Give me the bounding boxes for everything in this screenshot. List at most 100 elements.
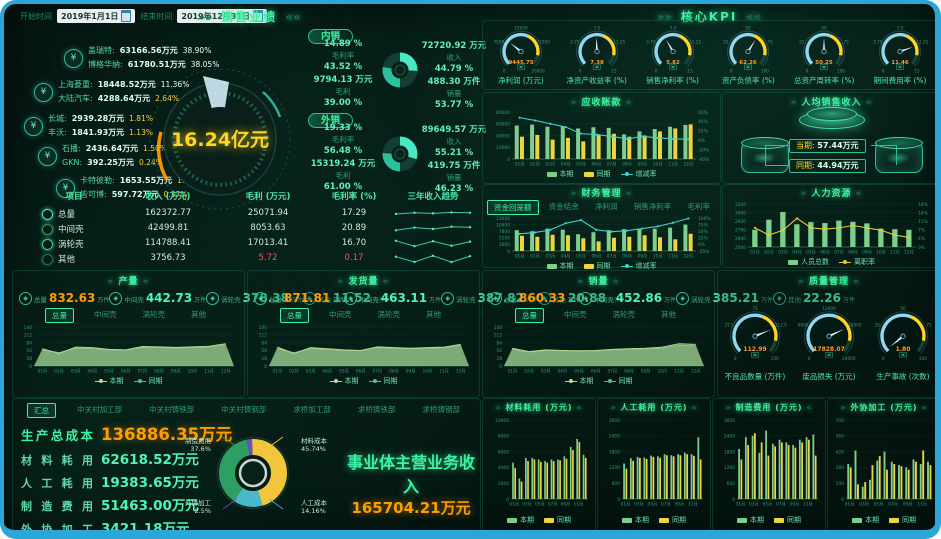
tab-3[interactable]: 中关村铸钢部 [221,405,267,414]
svg-text:112: 112 [259,333,268,339]
legend-item[interactable]: 本期 [546,169,574,179]
legend-item[interactable]: 本期 [852,515,879,525]
tab-0[interactable]: 总量 [280,308,309,323]
tab-6[interactable]: 求桥铸钢部 [422,405,460,414]
svg-text:11月: 11月 [803,502,813,508]
tab-2[interactable]: 涡轮壳 [377,310,401,319]
money-bag-icon: ¥ [24,116,43,136]
legend-item[interactable]: 同期 [133,376,163,386]
legend-item[interactable]: 增减率 [620,169,657,179]
svg-text:7.38: 7.38 [590,60,604,66]
table-header-row: 项目 收入 (万元) 毛利 (万元) 毛利率 (%) 三年收入趋势 [65,192,459,202]
svg-text:5200: 5200 [499,236,510,242]
tab-4[interactable]: 毛利率 [687,202,711,211]
svg-text:11.25: 11.25 [916,39,928,44]
legend-item[interactable]: 同期 [583,261,611,271]
tab-1[interactable]: 资金结余 [548,202,579,211]
tab-2[interactable]: 涡轮壳 [612,310,636,319]
svg-text:13000: 13000 [496,216,510,222]
tab-1[interactable]: 中关村加工部 [77,405,123,414]
stats-row: ◈ 总量 871.81 万件 ◈ 中间壳 463.11 万件 ◈ 涡轮壳 387.82 万件 ◈ 其他 20… [248,287,620,305]
tab-2[interactable]: 中关村铸铁部 [149,405,195,414]
svg-text:5.82: 5.82 [666,60,680,66]
svg-text:7.5: 7.5 [593,26,600,31]
volume-tabs: 总量 中间壳 涡轮壳 其他 [248,308,479,323]
legend-item[interactable]: 增减率 [620,261,657,271]
svg-text:-25%: -25% [698,249,709,255]
tab-1[interactable]: 中间壳 [94,310,117,319]
tab-2[interactable]: 涡轮壳 [142,310,166,319]
svg-text:100%: 100% [698,216,711,222]
legend-item[interactable]: 本期 [94,376,124,386]
row-category-icon [42,209,53,220]
svg-text:60%: 60% [698,110,708,116]
svg-text:75: 75 [768,39,774,44]
legend-item[interactable]: 同期 [889,515,916,525]
legend-item[interactable]: 同期 [659,515,686,525]
tab-3[interactable]: 其他 [191,310,206,319]
panel-title: 发货量 [248,274,479,287]
svg-text:25: 25 [874,322,880,327]
svg-text:0: 0 [617,497,620,503]
svg-text:37.5: 37.5 [724,322,734,327]
tab-3[interactable]: 其他 [426,310,441,319]
legend-item[interactable]: 同期 [544,515,571,525]
tab-2[interactable]: 净利润 [595,202,618,211]
donut-label-outsource: 外协加工 2.5% [185,499,211,515]
legend-item[interactable]: 离职率 [839,257,875,267]
svg-text:06月: 06月 [591,254,601,260]
quality-gauge-label: 废品损失 (万元) [802,372,856,381]
svg-text:140: 140 [259,325,268,331]
legend-item[interactable]: 本期 [564,376,594,386]
volume-legend: 本期 同期 [483,376,714,386]
export-sales-block: 外销 19.33 % 毛利率 56.48 % 15319.24 万元 毛利 61… [308,108,488,194]
tab-0[interactable]: 总量 [45,308,74,323]
tab-5[interactable]: 求桥铸铁部 [357,405,396,414]
svg-text:01月: 01月 [37,369,47,375]
svg-text:2780: 2780 [735,228,746,234]
bottom-chart: 0 600 1200 1800 2400 3000 01月 03月 05月 07月 09月 11月 [609,418,703,508]
tab-0[interactable]: 总量 [515,308,544,323]
legend-item[interactable]: 本期 [546,261,574,271]
export-right-metrics: 89649.57 万元 收入 55.21 % 419.75 万件 销量 46.2… [421,125,487,194]
legend-item[interactable]: 同期 [583,169,611,179]
legend-item[interactable]: 同期 [774,515,801,525]
panel-title: 外协加工 (万元) [828,402,935,413]
tab-1[interactable]: 中间壳 [329,310,352,319]
tab-3[interactable]: 销售净利率 [633,202,672,211]
tab-0[interactable]: 资金回笼额 [487,200,539,215]
tab-4[interactable]: 求桥加工部 [293,405,331,414]
stat-涡轮壳: ◈ 涡轮壳 385.21 万件 [676,291,773,305]
trend-sparkline [393,237,473,250]
sales-table: 项目 收入 (万元) 毛利 (万元) 毛利率 (%) 三年收入趋势 总量 162372.77… [18,190,480,266]
money-bag-icon: ¥ [38,146,57,166]
cost-figures: 生产总成本 136886.35万元 材料耗用 62618.52万元 人工耗用 19383.… [21,421,232,530]
tab-3[interactable]: 其他 [661,310,676,319]
bottom-legend: 本期 同期 [713,515,825,525]
svg-text:09月: 09月 [903,502,913,508]
legend-item[interactable]: 本期 [329,376,359,386]
svg-text:6000: 6000 [498,449,509,455]
stat-icon: ◈ [109,291,123,305]
kpi-gauge-label: 净利润 (万元) [498,76,544,85]
finance-tabs: 资金回笼额 资金结余 净利润 销售净利率 毛利率 [483,200,720,215]
legend-item[interactable]: 本期 [737,515,764,525]
quality-gauges: 75 37.5 112.5 0 150 112.99 不良品数量 (万件) 12000 6000… [718,301,935,382]
tab-0[interactable]: 汇总 [27,403,56,418]
stat-总量: ◈ 总量 860.33 万件 [489,291,579,305]
svg-text:-20%: -20% [698,147,709,153]
legend-item[interactable]: 本期 [622,515,649,525]
customer-group: ¥ 石播: 2436.64万元 1.50% GKN: 392.25万元 0.24% [38,142,167,170]
svg-text:11.25: 11.25 [613,39,625,44]
svg-text:11.25: 11.25 [689,39,701,44]
svg-text:8000: 8000 [498,434,509,440]
stat-icon: ◈ [206,291,220,305]
legend-item[interactable]: 本期 [507,515,534,525]
legend-item[interactable]: 同期 [603,376,633,386]
tab-1[interactable]: 中间壳 [564,310,587,319]
legend-item[interactable]: 同期 [368,376,398,386]
svg-text:84: 84 [496,340,502,346]
legend-item[interactable]: 人员总数 [788,257,829,267]
